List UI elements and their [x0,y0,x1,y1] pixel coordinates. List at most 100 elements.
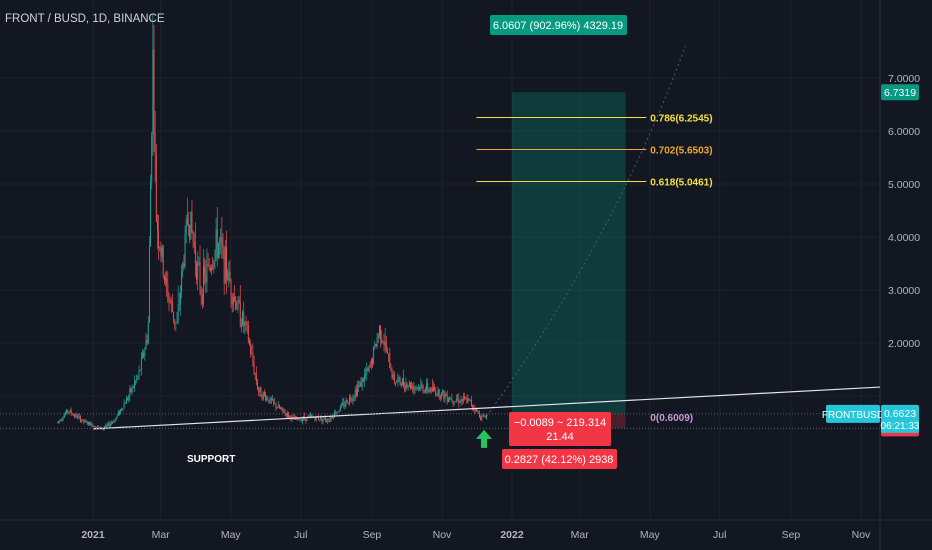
candle-body [158,230,160,248]
candle-body [390,368,392,372]
candle [319,419,321,422]
candle-body [485,416,487,418]
candle [380,325,382,348]
candle-body [360,382,362,387]
candle-body [483,415,485,417]
candle [223,245,225,295]
candle-body [116,415,118,418]
candle-body [190,211,192,240]
candle-body [86,422,88,425]
ratio-label-text: −0.0089 ~ 219.314 [514,417,606,429]
candle [171,293,173,313]
candle-body [223,248,225,284]
candle-body [358,384,360,388]
candle [242,310,244,327]
candle [60,418,62,422]
candle [322,419,324,425]
candle-body [114,419,116,423]
candle-body [484,416,486,418]
candle [211,264,212,276]
candle [161,244,163,263]
candle-body [411,385,413,388]
candle-body [418,386,419,388]
candle [221,216,223,260]
candle-body [132,387,134,388]
candle-body [238,299,240,302]
candle-body [401,378,403,386]
candle [262,391,264,401]
candle-body [446,396,448,402]
candle-body [453,401,455,404]
candle-body [178,303,180,305]
candle [182,261,184,278]
candle [326,418,327,423]
candle [397,373,399,387]
candle-body [89,422,91,426]
candle [415,385,417,392]
candle [263,389,265,397]
profit-label-bg [490,15,627,35]
candle-body [153,49,155,135]
candle-body [289,415,291,418]
candle-body [459,402,461,403]
candle [198,256,200,267]
candle [396,379,398,383]
time-tick-label: Nov [433,529,452,541]
candle [343,397,345,409]
candle [180,284,181,316]
candle [360,376,362,388]
candle [155,143,157,223]
candle-body [97,426,99,427]
candle-body [369,365,371,367]
candle-body [125,398,127,404]
candle-body [400,383,402,386]
candle-body [373,347,375,364]
candle [222,233,224,259]
candle [244,320,246,335]
candle [466,395,468,404]
candle [151,132,153,190]
candle [153,24,155,153]
candle [404,381,406,393]
candle [121,407,123,411]
candle [68,411,70,415]
candle-body [451,398,453,401]
candle [449,396,451,402]
candle-body [306,416,308,421]
candle [277,400,279,408]
candle [199,245,201,296]
candle [170,297,172,313]
candle [418,383,419,392]
candle-body [438,389,440,398]
candle-body [220,237,222,242]
candle-body [135,380,137,383]
candle-body [343,403,345,407]
candle [152,13,154,156]
candle-body [252,353,254,364]
candle [395,382,396,387]
candle [78,413,80,419]
candle [97,425,99,429]
candle [206,248,208,293]
candle [412,382,414,393]
candle [366,362,368,381]
candle-body [428,389,430,392]
candle-body [94,427,96,429]
candle [192,230,194,249]
candle-body [128,395,130,400]
candle [368,364,370,373]
candle-body [449,398,451,400]
candle-body [372,359,373,364]
candle-body [168,299,170,301]
candle-body [131,387,133,393]
candle [461,398,463,405]
candle-body [404,385,406,391]
candle-body [142,353,143,359]
profit-label-text: 6.0607 (902.96%) 4329.19 [493,20,623,32]
candle-body [415,387,417,389]
candle [246,320,248,334]
candle [231,293,233,313]
candle [254,372,256,380]
